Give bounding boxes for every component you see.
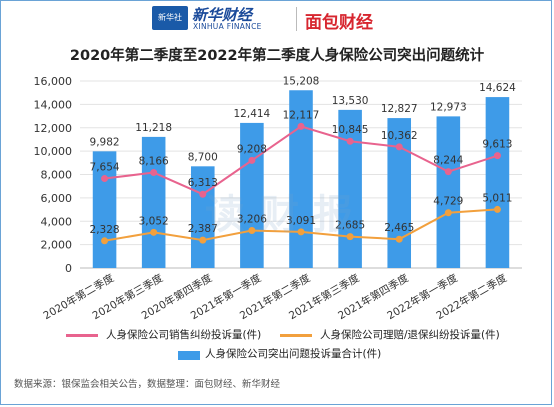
watermark: 读财报 [205,192,367,238]
bar-data-label: 13,530 [332,95,369,107]
bar-data-label: 11,218 [135,122,172,134]
bar-data-label: 12,827 [381,103,418,115]
chart-title: 2020年第二季度至2022年第二季度人身保险公司突出问题统计 [69,48,485,64]
y-tick-label: 12,000 [34,122,73,135]
line-point [101,175,109,183]
line-data-label: 3,206 [237,214,267,226]
legend-swatch [66,334,98,337]
legend-swatch [280,334,312,337]
line-point [297,122,305,130]
header: 新华社 新华财经 XINHUA FINANCE 面包财经 [0,0,554,38]
line-point [150,228,158,236]
line-point [199,190,207,198]
line-data-label: 4,729 [433,196,463,208]
data-source-note: 数据来源：银保监会相关公告，数据整理：面包财经、新华财经 [14,379,281,390]
line-point [493,152,501,160]
y-tick-label: 14,000 [34,98,73,111]
line-point [199,236,207,244]
xinhua-finance-logo-en: XINHUA FINANCE [193,22,262,31]
line-data-label: 2,328 [90,224,120,236]
y-tick-label: 6,000 [41,192,73,205]
bar-data-label: 9,982 [90,136,120,148]
y-tick-label: 10,000 [34,145,73,158]
bar [387,118,412,268]
line-data-label: 6,313 [188,177,218,189]
line-point [101,237,109,245]
line-data-label: 3,052 [139,215,169,227]
line-data-label: 2,685 [335,220,365,232]
y-tick-label: 4,000 [41,215,73,228]
line-point [444,168,452,176]
y-tick-label: 0 [65,262,72,275]
y-tick-label: 16,000 [34,75,73,88]
line-data-label: 7,654 [90,162,120,174]
bar [485,97,510,268]
line-data-label: 8,166 [139,156,169,168]
y-tick-label: 2,000 [41,239,73,252]
line-point [493,205,501,213]
line-data-label: 2,387 [188,223,218,235]
line-data-label: 12,117 [283,109,320,121]
line-data-label: 9,613 [482,139,512,151]
bar [141,136,166,268]
bar-data-label: 14,624 [479,82,516,94]
line-point [444,209,452,217]
legend-label: 人身保险公司突出问题投诉量合计(件) [205,348,382,360]
y-tick-label: 8,000 [41,169,73,182]
line-point [346,233,354,241]
line-point [248,227,256,235]
logo-divider [296,7,297,31]
line-point [346,137,354,145]
bar [436,116,461,269]
line-data-label: 2,465 [384,222,414,234]
bar-data-label: 15,208 [283,75,320,87]
legend-label: 人身保险公司理赔/退保纠纷投诉量(件) [320,329,500,341]
line-data-label: 10,845 [332,124,369,136]
bar [338,109,362,268]
xinhua-logo-box: 新华社 [152,6,188,30]
mianbao-caijing-logo: 面包财经 [305,13,373,33]
line-data-label: 5,011 [482,192,512,204]
bar [289,90,313,268]
line-point [395,143,403,151]
line-data-label: 10,362 [381,130,418,142]
line-data-label: 8,244 [433,155,463,167]
line-data-label: 9,208 [237,143,267,155]
legend-label: 人身保险公司销售纠纷投诉量(件) [106,329,262,341]
legend-swatch [178,351,200,360]
line-point [248,156,256,164]
xinhua-finance-logo: 新华财经 [192,6,253,24]
bar-data-label: 8,700 [188,151,218,163]
line-point [150,169,158,177]
line-point [297,228,305,236]
bar-data-label: 12,973 [430,101,467,113]
bar-data-label: 12,414 [234,108,271,120]
line-data-label: 3,091 [286,215,316,227]
line-point [395,235,403,243]
